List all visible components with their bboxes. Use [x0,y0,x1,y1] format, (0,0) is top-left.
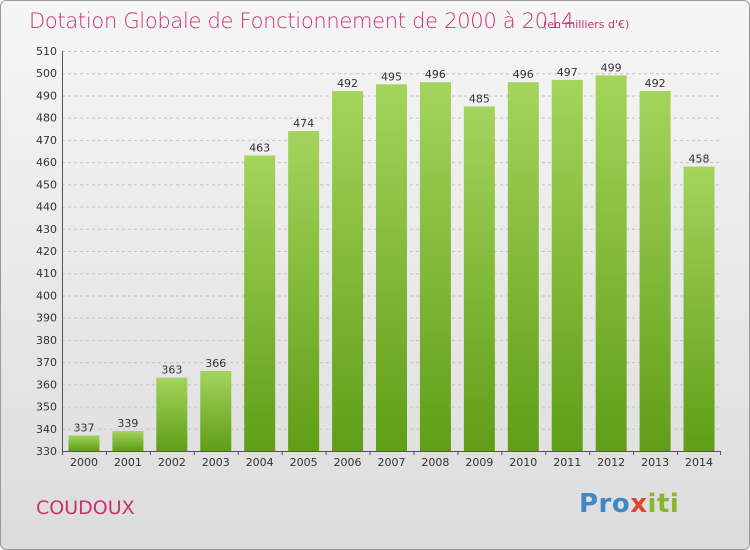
chart-subtitle: (en milliers d'€) [543,18,630,31]
bar-2009 [463,106,495,452]
y-tick-label: 400 [36,289,57,302]
x-tick-label-2001: 2001 [114,456,142,469]
value-label-2009: 485 [469,93,490,106]
x-tick-label-2012: 2012 [597,456,625,469]
x-tick-label-2009: 2009 [465,456,493,469]
bar-2008 [419,82,451,451]
value-label-2007: 495 [381,70,402,83]
bars [68,75,715,452]
proxiti-logo[interactable]: Proxiti [579,489,679,519]
bar-2001 [112,431,144,451]
bar-2011 [551,79,583,451]
y-tick-label: 450 [36,178,57,191]
value-label-2005: 474 [293,117,314,130]
x-tick-label-2003: 2003 [202,456,230,469]
y-tick-label: 350 [36,401,57,414]
y-tick-label: 330 [36,445,57,458]
labels: 337 339 363 366 463 474 492 495 496 485 496 497 499 4… [73,61,709,434]
x-tick-label-2006: 2006 [334,456,362,469]
y-tick-label: 500 [36,67,57,80]
logo-part-3: iti [647,489,680,519]
bar-2000 [68,435,100,451]
y-tick-label: 440 [36,201,57,214]
x-tick-label-2000: 2000 [70,456,98,469]
chart-title: Dotation Globale de Fonctionnement de 20… [29,9,574,33]
bar-2006 [332,91,364,451]
x-tick-label-2010: 2010 [509,456,537,469]
logo-part-2: x [630,489,648,519]
x-tick-label-2014: 2014 [685,456,713,469]
value-label-2002: 363 [161,364,182,377]
value-label-2011: 497 [557,66,578,79]
y-tick-label: 490 [36,89,57,102]
y-tick-label: 480 [36,112,57,125]
y-tick-label: 420 [36,245,57,258]
y-tick-label: 510 [36,45,57,58]
value-label-2003: 366 [205,357,226,370]
bar-2010 [507,82,539,451]
y-tick-label: 370 [36,356,57,369]
y-tick-label: 470 [36,134,57,147]
x-tick-label-2004: 2004 [246,456,274,469]
logo-part-1: Pro [579,489,631,519]
x-tick-label-2011: 2011 [553,456,581,469]
bar-2014 [683,166,715,452]
y-tick-label: 340 [36,423,57,436]
bar-2002 [156,377,188,451]
value-label-2001: 339 [117,417,138,430]
x-tick-label-2013: 2013 [641,456,669,469]
x-tick-label-2005: 2005 [290,456,318,469]
x-tick-label-2007: 2007 [378,456,406,469]
axes: 330 340 350 360 370 380 390 400 410 420 430 440 450 4… [36,45,721,469]
value-label-2006: 492 [337,77,358,90]
y-tick-label: 360 [36,378,57,391]
x-tick-label-2008: 2008 [421,456,449,469]
place-name: COUDOUX [36,497,135,519]
y-tick-label: 460 [36,156,57,169]
y-tick-label: 390 [36,312,57,325]
value-label-2013: 492 [645,77,666,90]
bar-2003 [200,371,232,451]
value-label-2012: 499 [601,61,622,74]
bar-2013 [639,91,671,451]
x-tick-label-2002: 2002 [158,456,186,469]
value-label-2004: 463 [249,141,270,154]
y-tick-label: 430 [36,223,57,236]
value-label-2010: 496 [513,68,534,81]
bar-2004 [244,155,276,451]
y-tick-label: 410 [36,267,57,280]
value-label-2014: 458 [689,153,710,166]
bar-2005 [288,131,320,451]
y-tick-label: 380 [36,334,57,347]
bar-2012 [595,75,627,451]
value-label-2008: 496 [425,68,446,81]
value-label-2000: 337 [73,421,94,434]
bar-2007 [376,84,407,451]
